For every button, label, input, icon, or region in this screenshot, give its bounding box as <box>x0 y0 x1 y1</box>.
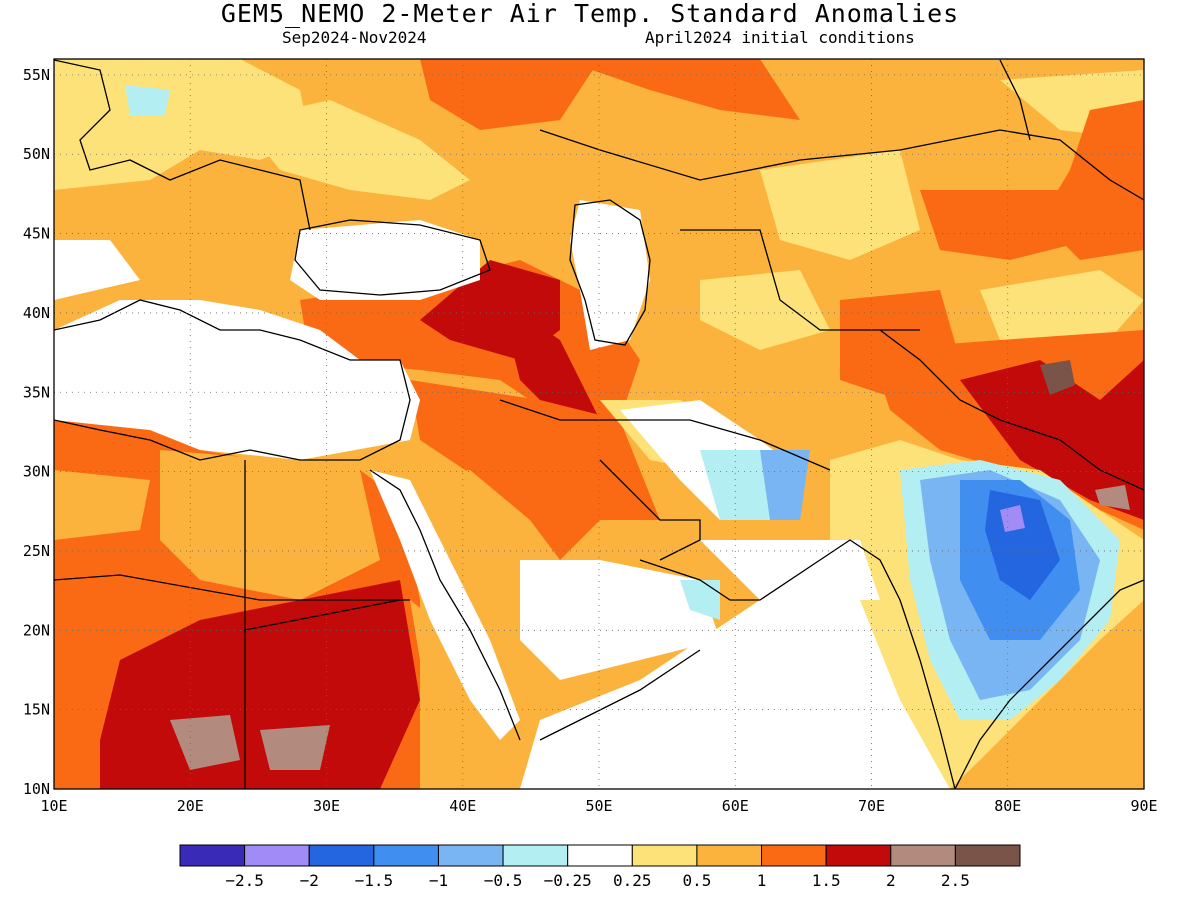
lat-tick-label: 55N <box>23 66 50 84</box>
lon-tick-label: 20E <box>177 797 204 815</box>
colorbar-label: −2.5 <box>225 871 264 890</box>
map-title: GEM5_NEMO 2-Meter Air Temp. Standard Ano… <box>220 0 960 28</box>
map-frame <box>53 58 1145 790</box>
colorbar-label: −0.5 <box>484 871 523 890</box>
colorbar-swatch <box>308 844 375 867</box>
colorbar-label: 0.5 <box>682 871 711 890</box>
latitude-labels: 10N 15N 20N 25N 30N 35N 40N 45N 50N 55N <box>23 66 50 798</box>
colorbar-swatch <box>761 844 827 867</box>
lon-tick-label: 50E <box>585 797 612 815</box>
colorbar <box>179 844 1021 867</box>
lon-tick-label: 90E <box>1130 797 1157 815</box>
lon-tick-label: 40E <box>449 797 476 815</box>
colorbar-label: 0.25 <box>613 871 652 890</box>
lat-tick-label: 15N <box>23 701 50 719</box>
initial-conditions-subtitle: April2024 initial conditions <box>645 28 915 47</box>
lon-tick-label: 60E <box>722 797 749 815</box>
anomaly-field <box>54 59 1144 789</box>
colorbar-swatch <box>373 844 439 867</box>
season-subtitle: Sep2024-Nov2024 <box>282 28 427 47</box>
longitude-labels: 10E 20E 30E 40E 50E 60E 70E 80E 90E <box>40 797 1157 815</box>
lon-tick-label: 80E <box>994 797 1021 815</box>
colorbar-label: 1.5 <box>812 871 841 890</box>
colorbar-swatch <box>502 844 569 867</box>
colorbar-label: −1 <box>429 871 448 890</box>
lat-tick-label: 40N <box>23 304 50 322</box>
colorbar-swatch <box>890 844 956 867</box>
lat-tick-label: 20N <box>23 621 50 639</box>
colorbar-swatch <box>437 844 504 867</box>
lon-tick-label: 10E <box>40 797 67 815</box>
colorbar-swatch <box>631 844 698 867</box>
lat-tick-label: 50N <box>23 145 50 163</box>
colorbar-swatch <box>825 844 892 867</box>
lat-tick-label: 45N <box>23 225 50 243</box>
lon-tick-label: 70E <box>858 797 885 815</box>
colorbar-label: 1 <box>757 871 767 890</box>
lat-tick-label: 35N <box>23 383 50 401</box>
colorbar-label: −1.5 <box>355 871 394 890</box>
colorbar-label: −2 <box>300 871 319 890</box>
colorbar-labels: −2.5 −2 −1.5 −1 −0.5 −0.25 0.25 0.5 1 1.5 2 2.5 <box>225 871 969 890</box>
colorbar-label: 2 <box>886 871 896 890</box>
colorbar-swatch <box>696 844 763 867</box>
colorbar-label: −0.25 <box>544 871 592 890</box>
lat-tick-label: 25N <box>23 542 50 560</box>
lon-tick-label: 30E <box>313 797 340 815</box>
colorbar-swatch <box>567 844 633 867</box>
colorbar-swatch <box>954 844 1021 867</box>
colorbar-label: 2.5 <box>941 871 970 890</box>
lat-tick-label: 10N <box>23 780 50 798</box>
lat-tick-label: 30N <box>23 463 50 481</box>
colorbar-swatch <box>244 844 310 867</box>
coastlines <box>54 59 1144 789</box>
colorbar-swatch <box>179 844 246 867</box>
